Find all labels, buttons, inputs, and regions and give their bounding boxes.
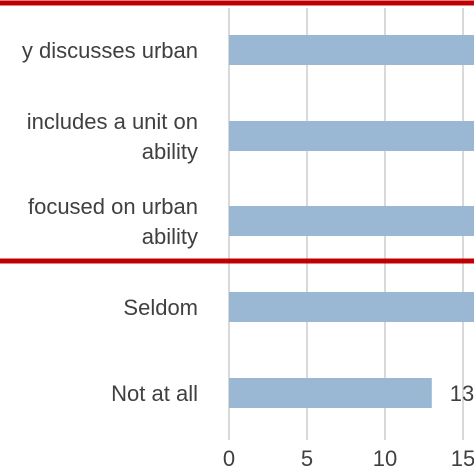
bar (229, 292, 474, 322)
data-label: 13 (450, 381, 474, 406)
bar (229, 35, 474, 65)
bar (229, 378, 432, 408)
x-tick-label: 5 (301, 446, 313, 471)
bar (229, 121, 474, 151)
x-tick-label: 15 (451, 446, 474, 471)
category-label: y discusses urban (22, 38, 198, 63)
bar (229, 206, 474, 236)
category-label: includes a unit on (27, 109, 198, 134)
category-labels: y discusses urban includes a unit on abili… (22, 38, 198, 406)
category-label: Seldom (123, 295, 198, 320)
x-axis-ticks: 0 5 10 15 (223, 446, 474, 471)
highlight-box (0, 0, 474, 264)
data-labels: 13 (450, 381, 474, 406)
category-label: ability (142, 224, 198, 249)
category-label: ability (142, 139, 198, 164)
category-label: Not at all (111, 381, 198, 406)
x-tick-label: 0 (223, 446, 235, 471)
bars (229, 35, 474, 408)
x-tick-label: 10 (373, 446, 397, 471)
category-label: focused on urban (28, 194, 198, 219)
